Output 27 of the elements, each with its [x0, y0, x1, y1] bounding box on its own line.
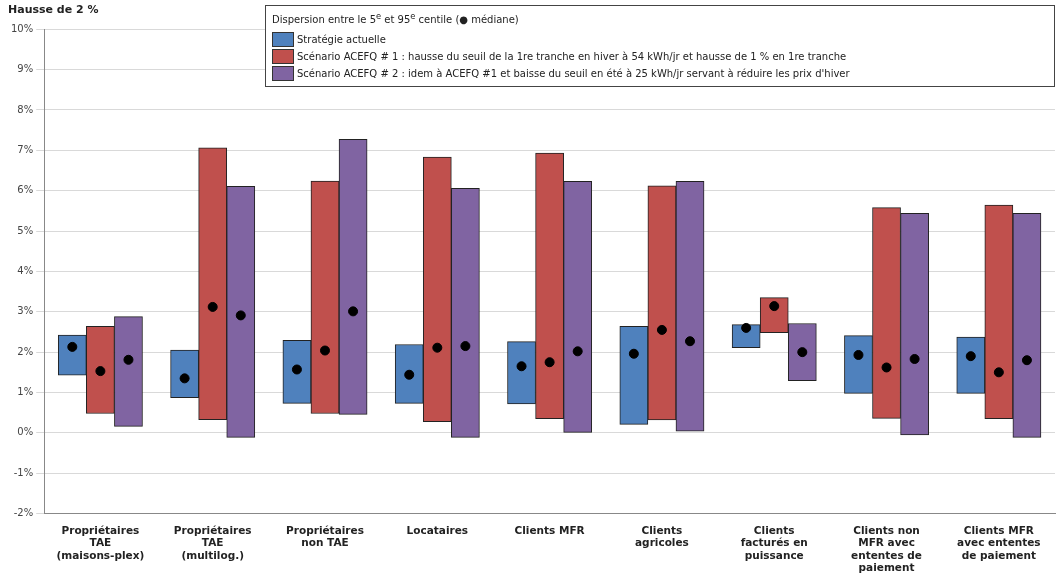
y-tick-label: -1%	[13, 466, 34, 478]
y-tick-label: 2%	[17, 345, 34, 357]
legend-label: Stratégie actuelle	[297, 34, 386, 46]
y-tick-label: 3%	[17, 305, 34, 317]
legend-label: Scénario ACEFQ # 2 : idem à ACEFQ #1 et baisse du seuil en été à 25 kWh/jr servant à réduire les prix d'hiver	[297, 68, 850, 80]
y-tick-label: 10%	[10, 22, 34, 34]
y-tick-label: 8%	[17, 103, 34, 115]
x-tick-label: Clients non MFR avec ententes de paiement	[851, 523, 922, 574]
x-tick-label: Propriétaires TAE (maisons-plex)	[56, 523, 145, 561]
y-tick-label: -2%	[13, 507, 34, 519]
x-tick-label: Propriétaires TAE (multilog.)	[173, 523, 252, 561]
legend-title: Dispersion entre le 5$^{e}$ et 95$^{e}$ centile (● médiane)	[272, 10, 520, 27]
x-tick-label: Clients MFR	[514, 523, 585, 536]
chart-title: Hausse de 2 %	[8, 3, 99, 17]
y-tick-label: 6%	[17, 184, 34, 196]
x-tick-label: Locataires	[406, 523, 469, 536]
x-tick-label: Propriétaires non TAE	[286, 523, 364, 549]
x-tick-label: Clients MFR avec ententes de paiement	[957, 523, 1041, 561]
y-tick-label: 0%	[17, 426, 34, 438]
y-tick-label: 9%	[17, 63, 34, 75]
y-tick-label: 4%	[17, 264, 34, 276]
x-tick-label: Clients facturés en puissance	[740, 523, 808, 561]
y-tick-label: 7%	[17, 143, 34, 155]
y-tick-label: 5%	[17, 224, 34, 236]
x-tick-label: Clients agricoles	[635, 523, 689, 549]
y-tick-label: 1%	[17, 386, 34, 398]
legend-label: Scénario ACEFQ # 1 : hausse du seuil de la 1re tranche en hiver à 54 kWh/jr et hausse de 1 % en 1re tranche	[297, 51, 847, 63]
